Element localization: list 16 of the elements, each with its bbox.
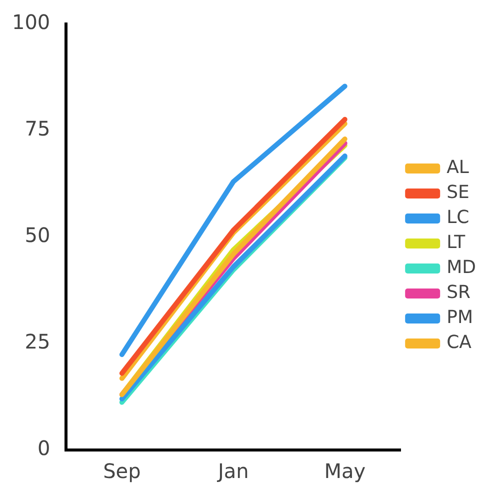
- legend-label: LT: [446, 232, 466, 254]
- x-tick-label: May: [324, 459, 366, 484]
- legend-label: AL: [446, 157, 469, 178]
- y-tick-label: 25: [24, 330, 50, 354]
- y-tick-label: 50: [24, 223, 50, 248]
- x-tick-label: Jan: [216, 459, 249, 484]
- y-tick-label: 100: [12, 10, 50, 34]
- legend-label: SR: [446, 282, 471, 304]
- y-tick-label: 0: [37, 436, 50, 460]
- legend-label: CA: [446, 332, 472, 354]
- legend-label: SE: [446, 182, 470, 204]
- legend-label: MD: [446, 257, 476, 278]
- x-tick-label: Sep: [103, 459, 141, 484]
- legend-label: PM: [446, 307, 473, 328]
- legend-label: LC: [446, 207, 470, 228]
- y-tick-label: 75: [24, 116, 50, 141]
